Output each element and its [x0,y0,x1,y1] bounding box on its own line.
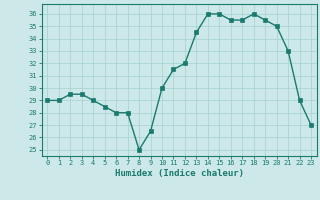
X-axis label: Humidex (Indice chaleur): Humidex (Indice chaleur) [115,169,244,178]
